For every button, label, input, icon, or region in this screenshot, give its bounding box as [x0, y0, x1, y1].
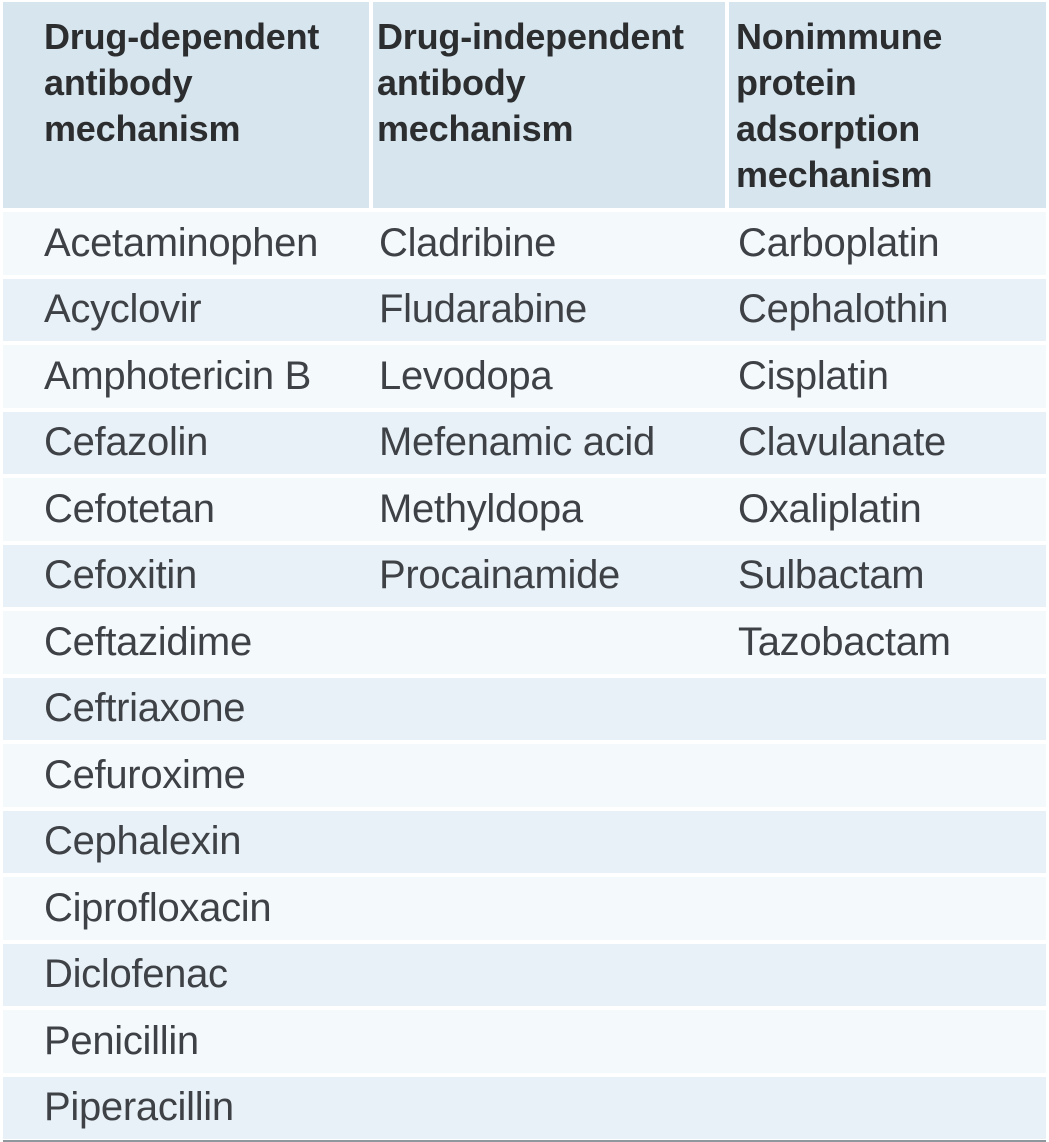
table-row: Diclofenac [3, 943, 1046, 1006]
drug-cell: Mefenamic acid [379, 420, 655, 465]
drug-cell: Clavulanate [738, 420, 946, 465]
drug-cell: Levodopa [379, 353, 553, 398]
drug-cell: Acetaminophen [44, 220, 319, 265]
table-row: Penicillin [3, 1010, 1046, 1073]
table-header-row: Drug-dependent antibody mechanism Drug-i… [3, 2, 1046, 208]
drug-cell: Penicillin [44, 1018, 199, 1063]
drug-cell: Methyldopa [379, 486, 583, 531]
drug-cell: Diclofenac [44, 952, 228, 997]
table-row: Cefazolin Mefenamic acid Clavulanate [3, 411, 1046, 474]
table-bottom-border [3, 1140, 1046, 1142]
drug-cell: Procainamide [379, 553, 620, 598]
drug-cell: Tazobactam [738, 619, 951, 664]
table-row: Piperacillin [3, 1076, 1046, 1139]
drug-cell: Carboplatin [738, 220, 940, 265]
table-body: Acetaminophen Cladribine Carboplatin Acy… [3, 212, 1046, 1139]
table-row: Amphotericin B Levodopa Cisplatin [3, 345, 1046, 408]
table-row: Cefotetan Methyldopa Oxaliplatin [3, 478, 1046, 541]
drug-cell: Cefoxitin [44, 553, 197, 598]
drug-cell: Fludarabine [379, 287, 587, 332]
drug-cell: Cefotetan [44, 486, 215, 531]
drug-cell: Ceftriaxone [44, 686, 246, 731]
drug-cell: Ciprofloxacin [44, 885, 272, 930]
table-row: Cefoxitin Procainamide Sulbactam [3, 544, 1046, 607]
table-row: Cefuroxime [3, 744, 1046, 807]
drug-cell: Amphotericin B [44, 353, 312, 398]
table-row: Ceftriaxone [3, 677, 1046, 740]
drug-cell: Cefazolin [44, 420, 209, 465]
drug-cell: Cladribine [379, 220, 557, 265]
column-header-nonimmune-protein-adsorption-mechanism: Nonimmune protein adsorption mechanism [729, 2, 1046, 208]
header-divider [369, 2, 373, 208]
drug-cell: Oxaliplatin [738, 486, 922, 531]
table-row: Acyclovir Fludarabine Cephalothin [3, 278, 1046, 341]
table-row: Cephalexin [3, 810, 1046, 873]
column-header-drug-independent-antibody-mechanism: Drug-independent antibody mechanism [373, 2, 725, 208]
drug-cell: Ceftazidime [44, 619, 252, 664]
header-divider [725, 2, 729, 208]
table-row: Ceftazidime Tazobactam [3, 611, 1046, 674]
drug-cell: Cisplatin [738, 353, 889, 398]
drug-cell: Piperacillin [44, 1085, 234, 1130]
drug-cell: Cephalexin [44, 819, 242, 864]
column-header-drug-dependent-antibody-mechanism: Drug-dependent antibody mechanism [3, 2, 369, 208]
table-row: Acetaminophen Cladribine Carboplatin [3, 212, 1046, 275]
table-row: Ciprofloxacin [3, 877, 1046, 940]
drug-cell: Sulbactam [738, 553, 925, 598]
drug-cell: Cefuroxime [44, 752, 246, 797]
drug-cell: Cephalothin [738, 287, 949, 332]
drug-cell: Acyclovir [44, 287, 202, 332]
